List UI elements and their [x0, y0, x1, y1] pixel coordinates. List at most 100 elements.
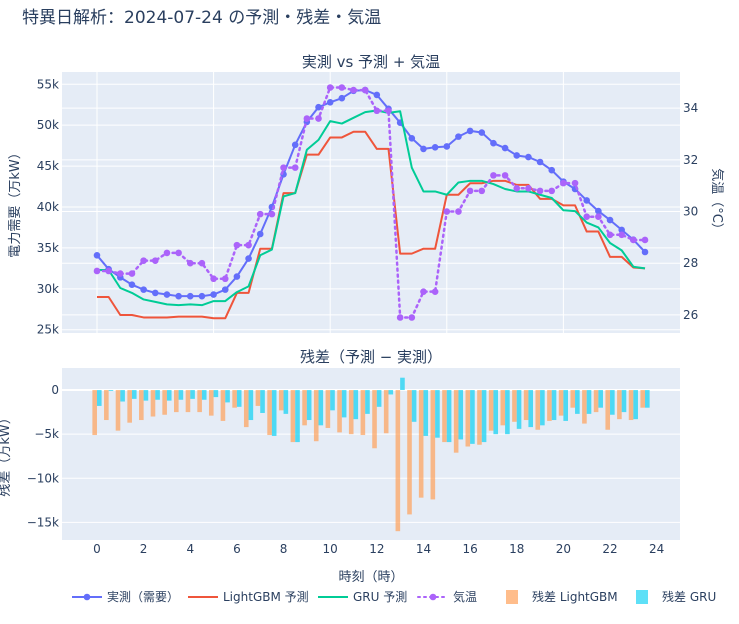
residual-gru-bar[interactable] — [143, 390, 149, 401]
actual-demand-point[interactable] — [315, 103, 322, 111]
residual-lightgbm-bar[interactable] — [430, 390, 436, 500]
residual-gru-bar[interactable] — [400, 377, 405, 391]
temperature-point[interactable] — [525, 184, 532, 192]
temperature-point[interactable] — [117, 270, 124, 277]
temperature-point[interactable] — [338, 84, 346, 91]
actual-demand-point[interactable] — [420, 145, 427, 153]
temperature-point[interactable] — [396, 314, 404, 321]
temperature-point[interactable] — [315, 115, 322, 122]
residual-lightgbm-bar[interactable] — [150, 390, 156, 417]
temperature-point[interactable] — [548, 187, 556, 195]
residual-lightgbm-bar[interactable] — [593, 390, 599, 413]
residual-lightgbm-bar[interactable] — [360, 390, 366, 436]
actual-demand-point[interactable] — [163, 291, 171, 298]
actual-demand-point[interactable] — [233, 273, 241, 280]
temperature-point[interactable] — [583, 213, 591, 221]
residual-lightgbm-bar[interactable] — [197, 390, 202, 413]
temperature-point[interactable] — [268, 210, 276, 218]
actual-demand-point[interactable] — [408, 134, 416, 142]
temperature-point[interactable] — [93, 267, 101, 275]
residual-gru-bar[interactable] — [633, 390, 638, 420]
residual-lightgbm-bar[interactable] — [325, 390, 331, 428]
temperature-point[interactable] — [128, 270, 136, 277]
residual-lightgbm-bar[interactable] — [535, 390, 541, 430]
temperature-point[interactable] — [350, 86, 357, 94]
residual-lightgbm-bar[interactable] — [127, 390, 132, 423]
actual-demand-point[interactable] — [641, 248, 649, 256]
residual-gru-bar[interactable] — [295, 390, 300, 443]
residual-lightgbm-bar[interactable] — [278, 390, 284, 411]
temperature-point[interactable] — [280, 164, 287, 171]
residual-lightgbm-bar[interactable] — [162, 390, 167, 415]
actual-demand-point[interactable] — [536, 158, 544, 166]
residual-gru-bar[interactable] — [225, 390, 230, 403]
actual-demand-point[interactable] — [128, 281, 136, 289]
actual-demand-point[interactable] — [210, 291, 217, 298]
residual-gru-bar[interactable] — [505, 390, 510, 435]
residual-gru-bar[interactable] — [201, 390, 207, 400]
residual-lightgbm-bar[interactable] — [395, 390, 401, 532]
residual-gru-bar[interactable] — [446, 390, 452, 443]
residual-gru-bar[interactable] — [330, 390, 335, 411]
residual-gru-bar[interactable] — [598, 390, 603, 408]
residual-lightgbm-bar[interactable] — [255, 390, 261, 406]
residual-gru-bar[interactable] — [318, 390, 324, 426]
residual-lightgbm-bar[interactable] — [139, 390, 144, 421]
legend-item[interactable]: 実測（需要） — [72, 589, 179, 604]
residual-lightgbm-bar[interactable] — [372, 390, 377, 449]
residual-lightgbm-bar[interactable] — [477, 390, 482, 445]
temperature-point[interactable] — [210, 275, 217, 283]
legend-item[interactable]: LightGBM 予測 — [188, 590, 309, 604]
actual-demand-point[interactable] — [198, 292, 206, 300]
actual-demand-point[interactable] — [326, 98, 334, 106]
residual-gru-bar[interactable] — [248, 390, 254, 421]
residual-lightgbm-bar[interactable] — [174, 390, 179, 413]
actual-demand-point[interactable] — [256, 230, 264, 238]
temperature-point[interactable] — [466, 187, 474, 195]
residual-lightgbm-bar[interactable] — [442, 390, 447, 443]
residual-gru-bar[interactable] — [563, 390, 568, 421]
residual-gru-bar[interactable] — [388, 390, 394, 395]
temperature-point[interactable] — [233, 241, 241, 249]
residual-lightgbm-bar[interactable] — [185, 390, 191, 413]
residual-gru-bar[interactable] — [586, 390, 592, 414]
actual-demand-point[interactable] — [583, 197, 591, 204]
actual-demand-point[interactable] — [455, 133, 462, 140]
temperature-point[interactable] — [641, 236, 649, 244]
temperature-point[interactable] — [175, 249, 182, 257]
actual-demand-point[interactable] — [525, 153, 532, 161]
residual-gru-bar[interactable] — [353, 390, 359, 420]
residual-gru-bar[interactable] — [575, 390, 580, 414]
residual-gru-bar[interactable] — [155, 390, 160, 400]
residual-lightgbm-bar[interactable] — [302, 390, 307, 426]
residual-gru-bar[interactable] — [213, 390, 219, 398]
actual-demand-point[interactable] — [93, 251, 101, 259]
residual-lightgbm-bar[interactable] — [465, 390, 471, 447]
actual-demand-point[interactable] — [140, 286, 147, 293]
residual-lightgbm-bar[interactable] — [628, 390, 634, 421]
actual-demand-point[interactable] — [606, 216, 614, 224]
actual-demand-point[interactable] — [548, 166, 556, 174]
temperature-point[interactable] — [431, 288, 439, 295]
residual-gru-bar[interactable] — [423, 390, 429, 436]
residual-gru-bar[interactable] — [481, 390, 487, 443]
temperature-point[interactable] — [606, 231, 614, 239]
actual-demand-point[interactable] — [431, 143, 439, 151]
residual-lightgbm-bar[interactable] — [523, 390, 529, 421]
actual-demand-point[interactable] — [618, 226, 625, 234]
residual-lightgbm-bar[interactable] — [243, 390, 249, 428]
residual-gru-bar[interactable] — [610, 390, 615, 415]
residual-gru-bar[interactable] — [365, 390, 370, 414]
residual-lightgbm-bar[interactable] — [558, 390, 564, 416]
residual-lightgbm-bar[interactable] — [115, 390, 121, 431]
residual-gru-bar[interactable] — [190, 390, 195, 399]
temperature-point[interactable] — [140, 257, 147, 264]
temperature-point[interactable] — [501, 172, 509, 179]
temperature-point[interactable] — [443, 208, 451, 215]
actual-demand-point[interactable] — [466, 127, 474, 135]
residual-gru-bar[interactable] — [283, 390, 289, 414]
temperature-point[interactable] — [385, 107, 392, 115]
residual-lightgbm-bar[interactable] — [267, 390, 272, 436]
temperature-point[interactable] — [198, 259, 206, 267]
residual-gru-bar[interactable] — [166, 390, 172, 401]
